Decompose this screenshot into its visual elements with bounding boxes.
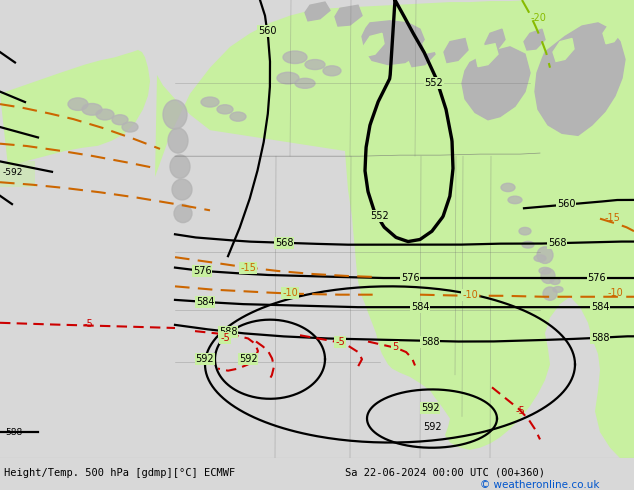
Polygon shape [485, 29, 505, 52]
Text: -5: -5 [335, 337, 345, 346]
Polygon shape [535, 23, 625, 135]
Text: -592: -592 [3, 168, 23, 177]
Ellipse shape [543, 287, 557, 300]
Polygon shape [305, 2, 330, 21]
Ellipse shape [534, 255, 546, 262]
Ellipse shape [217, 105, 233, 114]
Text: 568: 568 [548, 238, 567, 247]
Text: 592: 592 [238, 354, 257, 364]
Polygon shape [0, 50, 150, 167]
Ellipse shape [539, 268, 551, 274]
Text: -10: -10 [462, 290, 478, 300]
Text: 5: 5 [392, 342, 398, 352]
Ellipse shape [172, 179, 192, 200]
Polygon shape [363, 33, 384, 56]
Text: 568: 568 [275, 238, 294, 247]
Polygon shape [603, 21, 622, 44]
Ellipse shape [168, 128, 188, 153]
Ellipse shape [96, 109, 114, 120]
Text: 560: 560 [258, 26, 276, 36]
Text: Sa 22-06-2024 00:00 UTC (00+360): Sa 22-06-2024 00:00 UTC (00+360) [345, 468, 545, 478]
Text: 560: 560 [557, 199, 575, 209]
Text: -5: -5 [220, 333, 230, 343]
Text: 576: 576 [588, 273, 606, 283]
Text: © weatheronline.co.uk: © weatheronline.co.uk [480, 480, 600, 490]
Ellipse shape [122, 122, 138, 132]
Text: 588: 588 [5, 428, 22, 437]
Text: -10: -10 [607, 288, 623, 298]
Text: 592: 592 [421, 403, 439, 413]
Ellipse shape [68, 98, 88, 110]
Polygon shape [444, 39, 468, 63]
Text: -10: -10 [282, 288, 298, 297]
Polygon shape [423, 30, 445, 53]
Text: 584: 584 [411, 302, 429, 312]
Text: 588: 588 [591, 333, 609, 343]
Text: 592: 592 [196, 354, 214, 364]
Text: Height/Temp. 500 hPa [gdmp][°C] ECMWF: Height/Temp. 500 hPa [gdmp][°C] ECMWF [4, 468, 235, 478]
Text: 584: 584 [196, 297, 214, 307]
Text: -5: -5 [515, 406, 525, 416]
Ellipse shape [305, 60, 325, 70]
Ellipse shape [230, 112, 246, 121]
Ellipse shape [550, 278, 560, 285]
Ellipse shape [508, 196, 522, 204]
Text: 552: 552 [371, 211, 389, 220]
Text: -15: -15 [240, 263, 256, 272]
Ellipse shape [277, 72, 299, 84]
Ellipse shape [541, 269, 555, 283]
Polygon shape [362, 21, 425, 65]
Polygon shape [553, 39, 574, 61]
Text: 584: 584 [591, 302, 609, 312]
Text: 588: 588 [421, 337, 439, 346]
Polygon shape [0, 161, 35, 187]
Text: -5: -5 [83, 319, 93, 329]
Ellipse shape [323, 66, 341, 76]
Ellipse shape [112, 115, 128, 125]
Polygon shape [155, 0, 634, 458]
Text: 592: 592 [423, 422, 441, 432]
Ellipse shape [163, 100, 187, 129]
Ellipse shape [283, 51, 307, 64]
Text: 552: 552 [425, 78, 443, 88]
Polygon shape [524, 29, 545, 50]
Ellipse shape [501, 183, 515, 192]
Ellipse shape [537, 247, 553, 264]
Ellipse shape [519, 227, 531, 235]
Polygon shape [462, 47, 530, 120]
Text: -20: -20 [530, 13, 546, 23]
Text: 576: 576 [193, 266, 211, 276]
Ellipse shape [174, 204, 192, 222]
Ellipse shape [201, 97, 219, 107]
Ellipse shape [82, 103, 102, 115]
Ellipse shape [170, 155, 190, 178]
Text: 576: 576 [401, 273, 419, 283]
Ellipse shape [522, 242, 534, 248]
Polygon shape [476, 44, 498, 67]
Text: -15: -15 [604, 213, 620, 223]
Ellipse shape [295, 78, 315, 88]
Ellipse shape [553, 287, 563, 293]
Polygon shape [335, 5, 362, 26]
Text: 588: 588 [219, 327, 237, 337]
Polygon shape [408, 44, 435, 67]
